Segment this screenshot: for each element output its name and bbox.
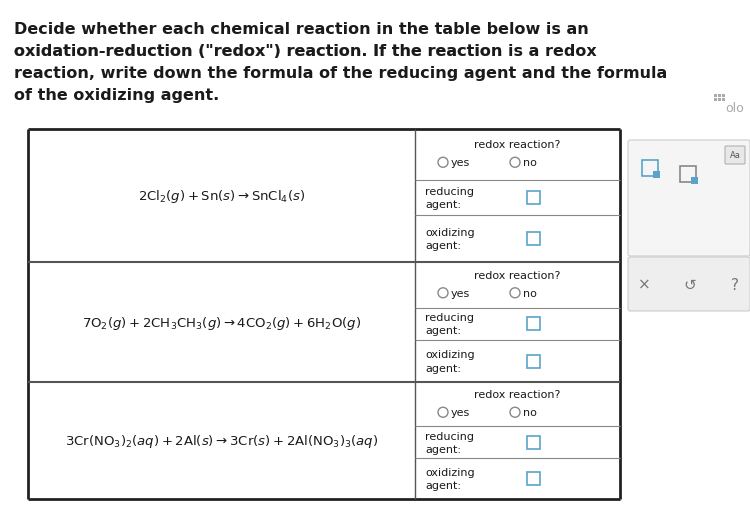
Text: ?: ? xyxy=(731,277,739,292)
Bar xyxy=(642,161,658,177)
Bar xyxy=(722,99,725,102)
Text: oxidizing
agent:: oxidizing agent: xyxy=(425,228,475,251)
Text: no: no xyxy=(523,158,537,168)
Text: $7\mathrm{O}_2(g) + 2\mathrm{CH}_3\mathrm{CH}_3(g) \rightarrow 4\mathrm{CO}_2(g): $7\mathrm{O}_2(g) + 2\mathrm{CH}_3\mathr… xyxy=(82,314,361,331)
Text: redox reaction?: redox reaction? xyxy=(474,389,561,400)
Text: yes: yes xyxy=(451,288,470,298)
Text: oxidation-reduction ("redox") reaction. If the reaction: oxidation-reduction ("redox") reaction. … xyxy=(14,44,508,59)
Text: oxidation-reduction ("redox") reaction. If the reaction is a redox: oxidation-reduction ("redox") reaction. … xyxy=(14,44,597,59)
Text: oxidizing
agent:: oxidizing agent: xyxy=(425,467,475,490)
Text: ×: × xyxy=(638,277,650,292)
Bar xyxy=(722,95,725,98)
FancyBboxPatch shape xyxy=(628,258,750,312)
Bar xyxy=(526,318,539,331)
Text: oxidizing
agent:: oxidizing agent: xyxy=(425,350,475,373)
Bar xyxy=(718,99,721,102)
Bar xyxy=(653,172,660,179)
Text: reducing
agent:: reducing agent: xyxy=(425,313,474,336)
FancyBboxPatch shape xyxy=(628,140,750,257)
Text: no: no xyxy=(523,288,537,298)
Text: reducing
agent:: reducing agent: xyxy=(425,431,474,454)
Text: oxidation-reduction ("redox") reaction. If the reaction is a redox: oxidation-reduction ("redox") reaction. … xyxy=(14,44,597,59)
Bar xyxy=(718,95,721,98)
Bar xyxy=(714,95,717,98)
Text: $3\mathrm{Cr}(\mathrm{NO}_3)_2(aq) + 2\mathrm{Al}(s) \rightarrow 3\mathrm{Cr}(s): $3\mathrm{Cr}(\mathrm{NO}_3)_2(aq) + 2\m… xyxy=(64,432,378,449)
Text: redox reaction?: redox reaction? xyxy=(474,140,561,150)
Text: ↺: ↺ xyxy=(684,277,696,292)
Bar xyxy=(526,355,539,368)
Text: no: no xyxy=(523,407,537,417)
Text: yes: yes xyxy=(451,407,470,417)
Bar xyxy=(714,99,717,102)
Text: redox reaction?: redox reaction? xyxy=(474,270,561,280)
Text: Aa: Aa xyxy=(730,151,740,160)
Bar xyxy=(680,166,696,183)
Bar xyxy=(526,233,539,246)
Text: of the oxidizing agent.: of the oxidizing agent. xyxy=(14,88,219,103)
Bar xyxy=(526,191,539,205)
FancyBboxPatch shape xyxy=(725,147,745,165)
Text: Decide whether each chemical reaction in the table below is an: Decide whether each chemical reaction in… xyxy=(14,22,589,37)
Bar xyxy=(526,472,539,485)
Text: $2\mathrm{Cl}_2(g) + \mathrm{Sn}(s) \rightarrow \mathrm{SnCl}_4(s)$: $2\mathrm{Cl}_2(g) + \mathrm{Sn}(s) \rig… xyxy=(138,188,305,205)
Text: reducing
agent:: reducing agent: xyxy=(425,186,474,210)
Text: reaction, write down the formula of the reducing agent and the formula: reaction, write down the formula of the … xyxy=(14,66,668,81)
Bar xyxy=(691,178,698,185)
Text: yes: yes xyxy=(451,158,470,168)
Bar xyxy=(526,436,539,449)
Text: olo: olo xyxy=(725,101,744,115)
